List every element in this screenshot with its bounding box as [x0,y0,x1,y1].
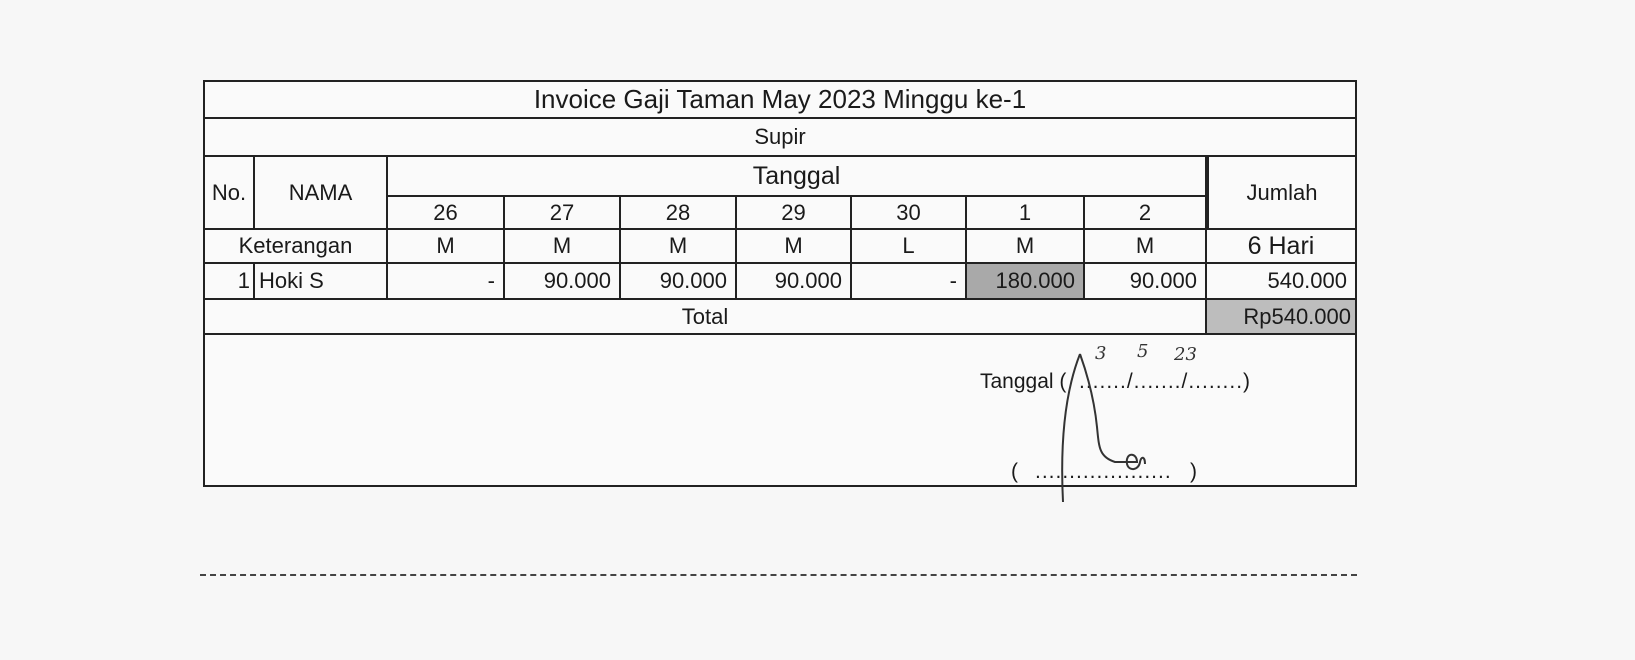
keterangan-label: Keterangan [205,230,388,262]
value-cell: 90.000 [621,264,737,298]
title-row: Invoice Gaji Taman May 2023 Minggu ke-1 [205,82,1355,119]
value-cell: 180.000 [967,264,1085,298]
handwritten-month: 5 [1137,341,1149,362]
date-cell: 1 [967,197,1085,228]
value-cell: - [852,264,967,298]
status-cell: M [388,230,505,262]
row-jumlah: 540.000 [1267,268,1347,293]
signature-open-paren: ( [1011,460,1018,483]
date-cell: 30 [852,197,967,228]
status-cell: M [967,230,1085,262]
date-cell: 27 [505,197,621,228]
value-cell: 90.000 [1085,264,1207,298]
signature-close-paren: ) [1190,460,1197,483]
row-nama: Hoki S [255,264,388,298]
table-row: 1 Hoki S -90.000 90.000 90.000-180.000 90.0… [205,264,1355,300]
date-cell: 28 [621,197,737,228]
value-cell: 90.000 [505,264,621,298]
invoice-sheet: Invoice Gaji Taman May 2023 Minggu ke-1 … [203,80,1357,503]
signature-date-label: Tanggal ( [980,370,1067,393]
role-label: Supir [754,124,806,149]
total-row: Total Rp540.000 [205,300,1355,335]
total-label: Total [205,300,1207,333]
status-cell: M [621,230,737,262]
date-cell: 26 [388,197,505,228]
handwritten-year: 23 [1174,344,1197,365]
status-cell: M [505,230,621,262]
header-no: No. [205,157,255,228]
value-cell: 90.000 [737,264,852,298]
header-nama: NAMA [255,157,388,228]
status-total: 6 Hari [1247,231,1315,260]
status-cell: L [852,230,967,262]
role-row: Supir [205,119,1355,157]
status-cell: M [1085,230,1207,262]
header-tanggal: Tanggal [388,157,1207,197]
total-value: Rp540.000 [1207,300,1355,333]
date-cell: 29 [737,197,852,228]
row-no: 1 [205,264,255,298]
value-cell: - [388,264,505,298]
handwritten-signature [1061,353,1146,503]
header-jumlah: Jumlah [1207,157,1355,228]
header-row: No. NAMA Tanggal Jumlah 26 27 28 29 30 1 2 [205,157,1355,230]
signature-date-dots: ......./......./........) [1079,370,1252,393]
cut-line [200,574,1357,576]
signature-name-dots: .................... [1035,460,1172,483]
handwritten-day: 3 [1095,343,1107,364]
date-cell: 2 [1085,197,1207,228]
invoice-title: Invoice Gaji Taman May 2023 Minggu ke-1 [533,84,1027,114]
status-cell: M [737,230,852,262]
